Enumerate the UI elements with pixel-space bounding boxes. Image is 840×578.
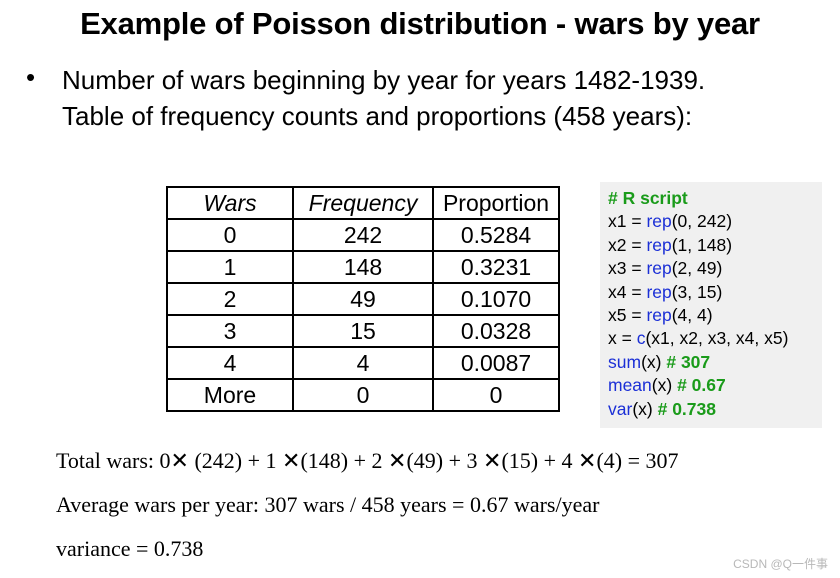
cell-frequency: 4 [292,346,434,380]
header-frequency: Frequency [292,186,434,220]
frequency-table: Wars Frequency Proportion 0 242 0.5284 1… [166,186,560,412]
watermark: CSDN @Q一件事 [733,557,828,571]
table-row: 1 148 0.3231 [166,250,560,284]
r-line-x4: x4 = rep(3, 15) [608,281,723,302]
r-comment: # R script [608,188,688,208]
total-wars-equation: Total wars: 0✕ (242) + 1 ✕(148) + 2 ✕(49… [56,448,679,473]
bullet-marker: • [26,62,36,92]
r-line-x5: x5 = rep(4, 4) [608,305,713,326]
average-wars-equation: Average wars per year: 307 wars / 458 ye… [56,492,600,517]
cell-frequency: 0 [292,378,434,412]
cell-proportion: 0.5284 [432,218,560,252]
cell-wars: 4 [166,346,294,380]
header-proportion: Proportion [432,186,560,220]
r-line-x1: x1 = rep(0, 242) [608,211,733,232]
table-row: 0 242 0.5284 [166,218,560,252]
page-title: Example of Poisson distribution - wars b… [80,6,760,41]
variance-equation: variance = 0.738 [56,536,204,561]
table-row: More 0 0 [166,378,560,412]
cell-proportion: 0 [432,378,560,412]
table-row: 3 15 0.0328 [166,314,560,348]
table-header-row: Wars Frequency Proportion [166,186,560,220]
cell-frequency: 15 [292,314,434,348]
cell-frequency: 148 [292,250,434,284]
cell-proportion: 0.0328 [432,314,560,348]
r-line-x: x = c(x1, x2, x3, x4, x5) [608,328,789,349]
bullet-line-1: Number of wars beginning by year for yea… [62,65,706,95]
cell-wars: 1 [166,250,294,284]
cell-wars: 3 [166,314,294,348]
cell-proportion: 0.3231 [432,250,560,284]
cell-proportion: 0.1070 [432,282,560,316]
r-line-x3: x3 = rep(2, 49) [608,258,723,279]
cell-proportion: 0.0087 [432,346,560,380]
r-line-mean: mean(x) # 0.67 [608,375,726,396]
table-row: 4 4 0.0087 [166,346,560,380]
header-wars: Wars [166,186,294,220]
bullet-line-2: Table of frequency counts and proportion… [62,101,693,131]
table-row: 2 49 0.1070 [166,282,560,316]
r-line-sum: sum(x) # 307 [608,351,711,372]
cell-wars: 2 [166,282,294,316]
cell-wars: 0 [166,218,294,252]
cell-wars: More [166,378,294,412]
r-line-x2: x2 = rep(1, 148) [608,234,733,255]
r-script-box: # R script x1 = rep(0, 242) x2 = rep(1, … [600,182,822,428]
cell-frequency: 49 [292,282,434,316]
r-line-var: var(x) # 0.738 [608,398,716,419]
cell-frequency: 242 [292,218,434,252]
bullet-text: Number of wars beginning by year for yea… [62,62,705,134]
